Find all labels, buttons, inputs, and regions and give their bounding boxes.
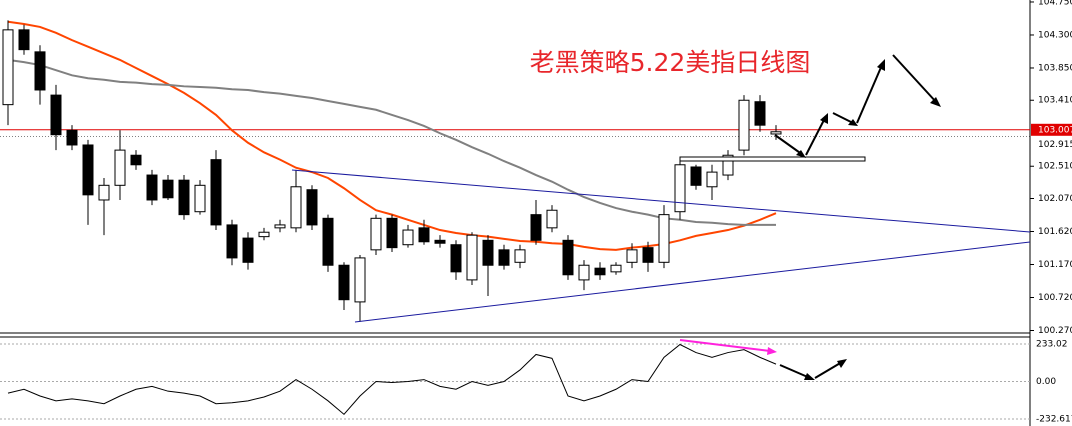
candle-body [642, 247, 654, 263]
y-tick-label: -232.617 [1036, 414, 1072, 424]
trend-line [354, 241, 1031, 323]
candle-body [338, 264, 350, 301]
candle-body [194, 184, 206, 213]
candle-body [114, 149, 126, 186]
candle-body [770, 131, 782, 135]
candle-body [98, 184, 110, 201]
y-tick-label: 100.720 [1038, 293, 1072, 303]
candle-body [242, 237, 254, 263]
candle-body [178, 179, 190, 216]
y-tick-label: 0.00 [1036, 377, 1056, 387]
arrow [774, 134, 804, 156]
y-tick-label: 102.070 [1038, 194, 1072, 204]
price-label: 103.007 [1038, 125, 1072, 135]
candle-body [466, 234, 478, 281]
indicator-line [7, 343, 777, 416]
y-tick-label: 101.620 [1038, 227, 1072, 237]
candle-body [146, 174, 158, 201]
arrow [814, 361, 843, 379]
candle-body [66, 129, 78, 146]
candle-body [370, 217, 382, 251]
arrow-head [848, 119, 858, 126]
trend-line [291, 169, 1031, 233]
arrow [805, 117, 826, 156]
candle-body [226, 224, 238, 259]
candle-body [386, 217, 398, 249]
candle-body [290, 186, 302, 229]
candle-body [562, 239, 574, 276]
price-label: 102.915 [1038, 140, 1072, 150]
arrow-head [767, 347, 777, 355]
arrow-head [804, 373, 815, 380]
y-tick-label: 103.850 [1038, 63, 1072, 73]
candle-body [450, 244, 462, 273]
candle-body [402, 229, 414, 246]
candle-body [594, 267, 606, 276]
y-tick-label: 104.300 [1038, 30, 1072, 40]
candle-body [546, 209, 558, 229]
candle-body [530, 214, 542, 241]
candle-body [722, 154, 734, 176]
candle-body [354, 257, 366, 303]
y-tick-label: 101.170 [1038, 260, 1072, 270]
y-tick-label: 104.750 [1038, 0, 1072, 7]
y-tick-label: 103.410 [1038, 96, 1072, 106]
candle-body [578, 264, 590, 281]
candle-body [610, 264, 622, 273]
arrow-head [930, 97, 941, 107]
candle-body [626, 249, 638, 263]
candle-body [82, 144, 94, 196]
candle-body [18, 29, 30, 51]
candle-body [738, 99, 750, 151]
candle-body [322, 217, 334, 266]
candle-body [514, 249, 526, 263]
candle-body [162, 179, 174, 199]
zone-box [679, 156, 866, 162]
price-box [1031, 123, 1072, 136]
arrow [779, 364, 811, 379]
candle-body [306, 189, 318, 226]
candle-body [274, 224, 286, 229]
moving-average [7, 58, 776, 226]
arrow [892, 54, 938, 104]
candle-body [258, 231, 270, 238]
candle-body [498, 249, 510, 266]
candle-body [210, 159, 222, 226]
candle-body [418, 227, 430, 243]
candle-body [434, 239, 446, 244]
candle-body [34, 51, 46, 91]
arrow-head [796, 150, 806, 158]
divergence-line [679, 339, 771, 352]
chart-title: 老黑策略5.22美指日线图 [530, 48, 811, 77]
arrow-head [877, 59, 885, 71]
y-tick-label: 233.02 [1036, 340, 1068, 350]
y-tick-label: 102.510 [1038, 162, 1072, 172]
arrow-head [837, 359, 847, 368]
candle-body [482, 239, 494, 266]
arrow-head [820, 113, 828, 124]
candle-body [674, 164, 686, 213]
y-tick-label: 100.270 [1038, 326, 1072, 336]
annotations [291, 54, 1031, 380]
candle-body [50, 94, 62, 136]
candle-body [690, 166, 702, 186]
candle-body [658, 214, 670, 263]
candle-body [2, 29, 14, 106]
candle-body [130, 154, 142, 166]
candle-body [754, 101, 766, 126]
arrow [856, 64, 883, 124]
candle-body [706, 171, 718, 188]
